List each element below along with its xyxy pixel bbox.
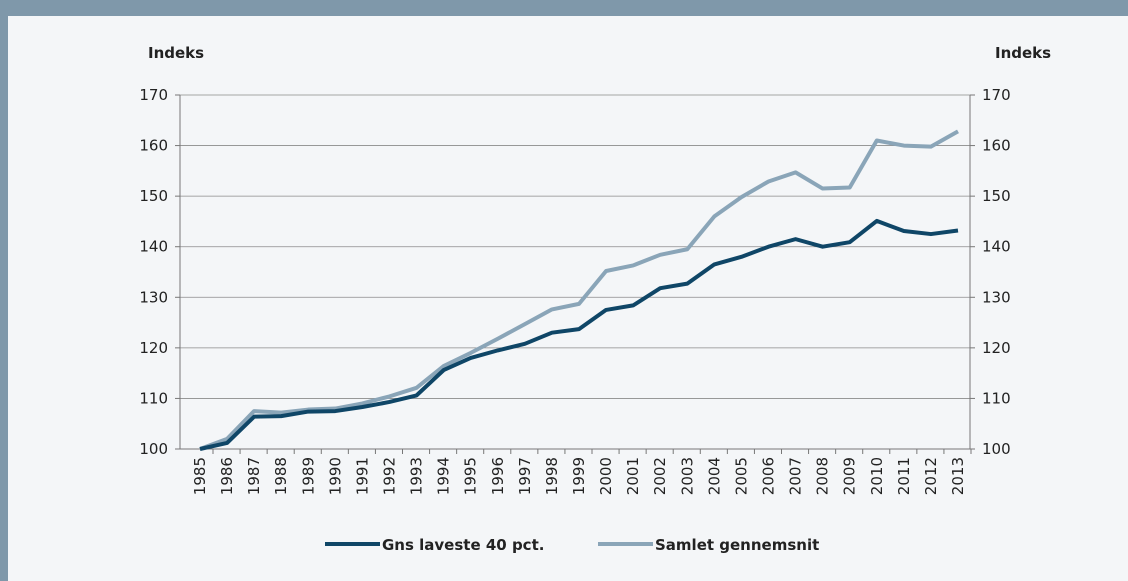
x-tick-label: 2006 (760, 457, 778, 495)
x-tick-label: 2011 (895, 457, 913, 495)
legend-label: Samlet gennemsnit (655, 536, 819, 554)
x-tick-label: 1985 (191, 457, 209, 495)
x-tick-label: 2009 (841, 457, 859, 495)
y-tick-label: 110 (139, 389, 168, 407)
x-tick-label: 2008 (814, 457, 832, 495)
series-line (199, 218, 959, 451)
x-tick-label: 1990 (326, 457, 344, 495)
y2-tick-label: 170 (982, 86, 1011, 104)
y2-tick-label: 150 (982, 187, 1011, 205)
legend-label: Gns laveste 40 pct. (382, 536, 544, 554)
x-tick-label: 2004 (705, 457, 723, 495)
x-tick-label: 1999 (570, 457, 588, 495)
x-tick-label: 1997 (516, 457, 534, 495)
x-tick-label: 1992 (381, 457, 399, 495)
header-bar (0, 0, 1128, 16)
y2-tick-label: 130 (982, 288, 1011, 306)
y2-tick-label: 140 (982, 238, 1011, 256)
y2-tick-label: 110 (982, 389, 1011, 407)
y-tick-label: 130 (139, 288, 168, 306)
x-tick-label: 1989 (299, 457, 317, 495)
x-tick-label: 2010 (868, 457, 886, 495)
x-tick-label: 1994 (435, 457, 453, 495)
frame-border (0, 0, 8, 581)
x-tick-label: 2013 (949, 457, 967, 495)
y2-axis-title: Indeks (995, 44, 1051, 62)
x-tick-label: 2002 (651, 457, 669, 495)
x-tick-label: 1991 (353, 457, 371, 495)
y2-tick-label: 120 (982, 339, 1011, 357)
x-tick-label: 1998 (543, 457, 561, 495)
x-tick-label: 2003 (678, 457, 696, 495)
y2-tick-label: 160 (982, 137, 1011, 155)
x-tick-label: 2000 (597, 457, 615, 495)
x-tick-label: 1986 (218, 457, 236, 495)
x-tick-label: 2005 (732, 457, 750, 495)
x-tick-label: 1988 (272, 457, 290, 495)
y2-tick-label: 100 (982, 440, 1011, 458)
y-tick-label: 140 (139, 238, 168, 256)
x-tick-label: 1996 (489, 457, 507, 495)
x-tick-label: 1987 (245, 457, 263, 495)
x-tick-label: 1993 (408, 457, 426, 495)
x-tick-label: 2007 (787, 457, 805, 495)
series-line (199, 129, 959, 451)
x-tick-label: 2001 (624, 457, 642, 495)
x-tick-label: 2012 (922, 457, 940, 495)
x-tick-label: 1995 (462, 457, 480, 495)
y-tick-label: 100 (139, 440, 168, 458)
y-axis-title: Indeks (148, 44, 204, 62)
y-tick-label: 120 (139, 339, 168, 357)
y-tick-label: 170 (139, 86, 168, 104)
y-tick-label: 150 (139, 187, 168, 205)
y-tick-label: 160 (139, 137, 168, 155)
